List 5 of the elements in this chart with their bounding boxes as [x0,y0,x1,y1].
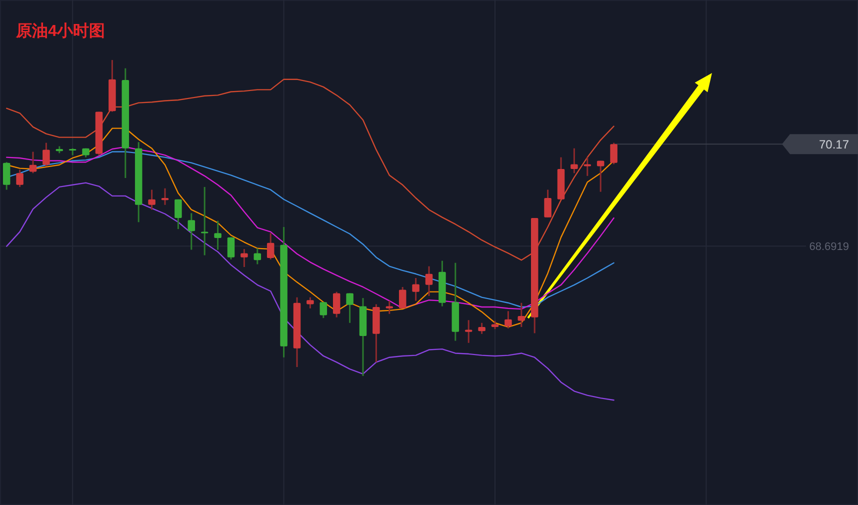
text: 原油4小时图 [15,22,105,40]
y-tick-label: 68.6919 [809,241,849,254]
y-tick-label: 70.17 [818,138,850,152]
line-series [6,182,614,401]
line-series [6,78,614,261]
